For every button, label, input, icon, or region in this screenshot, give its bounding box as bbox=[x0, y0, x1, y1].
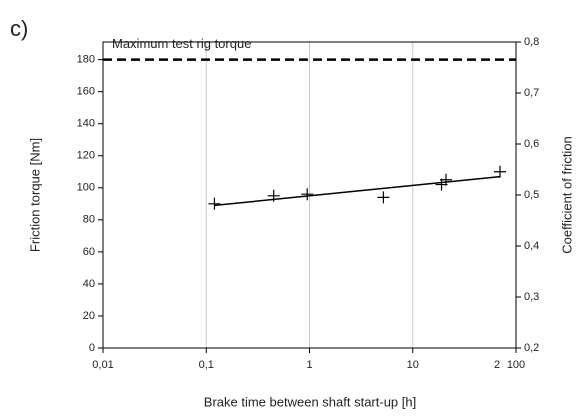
y2-tick-label: 0,4 bbox=[524, 240, 539, 252]
trend-line bbox=[214, 175, 501, 207]
data-point bbox=[440, 173, 453, 186]
data-point bbox=[377, 191, 390, 204]
x-tick-label: 10 bbox=[407, 359, 419, 371]
y2-axis-label: Coefficient of friction bbox=[559, 136, 574, 254]
y2-tick-label: 0,7 bbox=[524, 87, 539, 99]
data-point bbox=[301, 188, 314, 201]
y-axis-label: Friction torque [Nm] bbox=[27, 138, 42, 252]
x-tick-label: 100 bbox=[507, 359, 525, 371]
y-tick-label: 40 bbox=[83, 278, 95, 290]
panel-label: c) bbox=[10, 16, 28, 41]
y-tick-label: 180 bbox=[77, 54, 95, 66]
y-tick-label: 80 bbox=[83, 214, 95, 226]
plot-frame bbox=[102, 41, 517, 349]
y2-tick-label: 0,8 bbox=[524, 36, 539, 48]
y-tick-label: 20 bbox=[83, 310, 95, 322]
data-point bbox=[267, 189, 280, 202]
annotation: 2 bbox=[494, 359, 500, 371]
y2-tick-label: 0,3 bbox=[524, 291, 539, 303]
x-tick-label: 0,01 bbox=[92, 359, 113, 371]
y-tick-label: 0 bbox=[89, 342, 95, 354]
y-tick-label: 160 bbox=[77, 86, 95, 98]
y-tick-label: 140 bbox=[77, 118, 95, 130]
data-point bbox=[208, 197, 221, 210]
x-tick-label: 0,1 bbox=[199, 359, 214, 371]
y2-tick-label: 0,2 bbox=[524, 342, 539, 354]
x-axis-label: Brake time between shaft start-up [h] bbox=[204, 394, 416, 409]
reference-label: Maximum test rig torque bbox=[112, 36, 251, 51]
y-tick-label: 100 bbox=[77, 182, 95, 194]
y-tick-label: 120 bbox=[77, 150, 95, 162]
y2-tick-label: 0,6 bbox=[524, 138, 539, 150]
y-tick-label: 60 bbox=[83, 246, 95, 258]
y2-tick-label: 0,5 bbox=[524, 189, 539, 201]
x-tick-label: 1 bbox=[306, 359, 312, 371]
data-point bbox=[494, 165, 507, 178]
